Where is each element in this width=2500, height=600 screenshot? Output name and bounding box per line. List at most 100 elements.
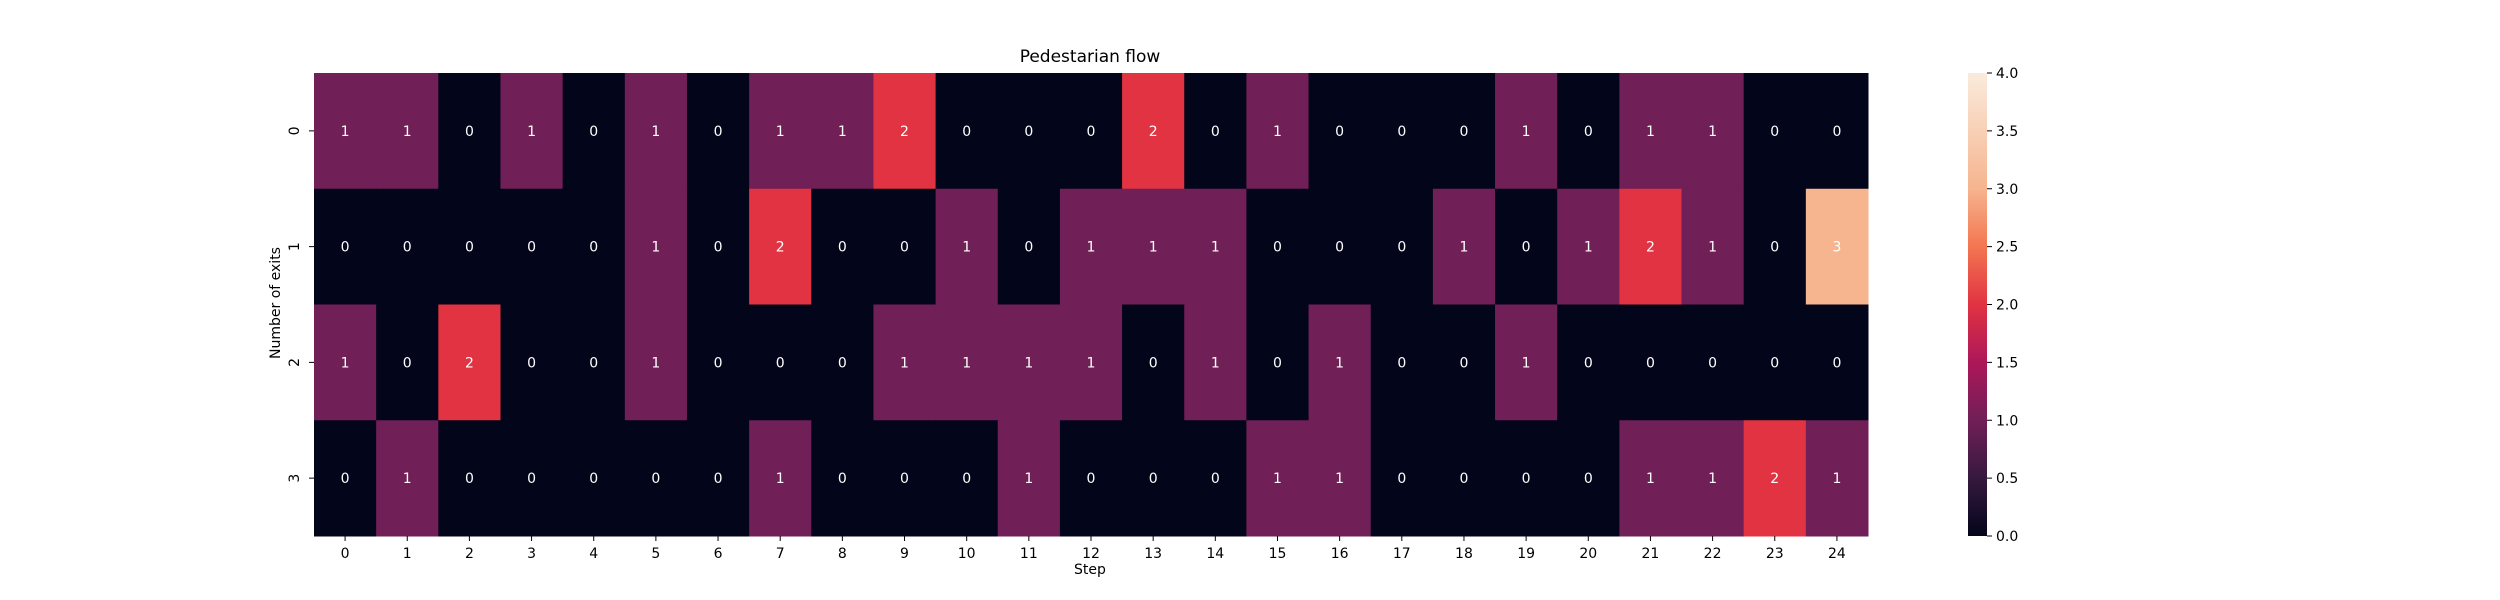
heatmap-cell xyxy=(1743,73,1807,190)
heatmap-cell xyxy=(686,188,750,305)
heatmap-cell xyxy=(1743,420,1807,537)
cell-value-label: 1 xyxy=(1646,471,1655,487)
heatmap-cell xyxy=(500,73,564,190)
colorbar-tick-label: 1.0 xyxy=(1996,413,2018,429)
heatmap-cell xyxy=(1805,73,1869,190)
heatmap-cell xyxy=(1619,420,1683,537)
heatmap-cell xyxy=(1743,188,1807,305)
cell-value-label: 0 xyxy=(838,355,847,371)
x-tick-label: 7 xyxy=(776,546,785,562)
cell-value-label: 1 xyxy=(1832,471,1841,487)
cell-value-label: 0 xyxy=(465,124,474,140)
heatmap-cell xyxy=(997,304,1061,421)
cell-value-label: 1 xyxy=(1708,471,1717,487)
cell-value-label: 0 xyxy=(403,240,412,256)
heatmap-cell xyxy=(376,420,439,537)
heatmap-cell xyxy=(1059,188,1123,305)
heatmap-cell xyxy=(1805,188,1869,305)
x-axis: 0 1 2 3 4 5 6 7 8 9 10 11 12 13 14 15 16 17 18 19 20 21 22 23 24 xyxy=(341,536,1846,562)
heatmap-cell xyxy=(1495,73,1558,190)
cell-value-label: 0 xyxy=(1708,355,1717,371)
heatmap-cell xyxy=(624,304,688,421)
cell-value-label: 0 xyxy=(714,471,723,487)
cell-value-label: 1 xyxy=(1708,240,1717,256)
heatmap-cell xyxy=(1059,420,1123,537)
heatmap-cell xyxy=(1308,304,1372,421)
heatmap-cell xyxy=(500,420,564,537)
heatmap-cell xyxy=(873,304,937,421)
y-tick-label: 1 xyxy=(287,242,303,251)
heatmap-cell xyxy=(1308,73,1372,190)
x-tick-label: 14 xyxy=(1206,546,1224,562)
heatmap-cell xyxy=(1122,188,1185,305)
heatmap-cell xyxy=(811,188,874,305)
cell-value-label: 1 xyxy=(1522,355,1531,371)
heatmap-cell xyxy=(686,304,750,421)
cell-value-label: 0 xyxy=(1087,124,1096,140)
heatmap-cell xyxy=(935,188,999,305)
heatmap-cell xyxy=(624,188,688,305)
heatmap-cell xyxy=(1432,73,1496,190)
heatmap-cell xyxy=(1308,188,1372,305)
cell-value-label: 0 xyxy=(1335,124,1344,140)
x-tick-label: 20 xyxy=(1579,546,1597,562)
cell-value-label: 0 xyxy=(527,471,536,487)
cell-value-label: 0 xyxy=(465,240,474,256)
x-tick-label: 16 xyxy=(1331,546,1349,562)
cell-value-label: 0 xyxy=(589,240,598,256)
cell-value-label: 2 xyxy=(776,240,785,256)
cell-value-label: 1 xyxy=(403,471,412,487)
cell-value-label: 0 xyxy=(1584,471,1593,487)
cell-value-label: 0 xyxy=(1584,355,1593,371)
heatmap-cell xyxy=(1122,420,1185,537)
cell-value-label: 0 xyxy=(589,355,598,371)
heatmap-cell xyxy=(438,420,501,537)
cell-value-label: 0 xyxy=(1149,355,1158,371)
x-tick-label: 3 xyxy=(527,546,536,562)
cell-value-label: 0 xyxy=(1459,124,1468,140)
heatmap-cell xyxy=(1122,304,1185,421)
x-tick-label: 5 xyxy=(651,546,660,562)
cell-value-label: 0 xyxy=(962,471,971,487)
cell-value-label: 0 xyxy=(1149,471,1158,487)
colorbar-tick-label: 4.0 xyxy=(1996,66,2018,82)
cell-value-label: 1 xyxy=(1273,471,1282,487)
cell-value-label: 0 xyxy=(527,240,536,256)
x-tick-label: 13 xyxy=(1144,546,1162,562)
heatmap-cell xyxy=(562,188,626,305)
cell-value-label: 0 xyxy=(1273,355,1282,371)
cell-value-label: 0 xyxy=(589,124,598,140)
cell-value-label: 1 xyxy=(1708,124,1717,140)
cell-value-label: 0 xyxy=(1584,124,1593,140)
x-tick-label: 12 xyxy=(1082,546,1100,562)
heatmap-cell xyxy=(686,73,750,190)
cell-value-label: 1 xyxy=(776,124,785,140)
x-tick-label: 19 xyxy=(1517,546,1535,562)
cell-value-label: 1 xyxy=(1024,355,1033,371)
cell-value-label: 0 xyxy=(1211,124,1220,140)
heatmap-cell xyxy=(1246,304,1310,421)
cell-value-label: 0 xyxy=(651,471,660,487)
cell-value-label: 2 xyxy=(465,355,474,371)
y-tick-label: 3 xyxy=(287,474,303,483)
cell-value-label: 0 xyxy=(403,355,412,371)
heatmap-cell xyxy=(811,420,874,537)
cell-value-label: 1 xyxy=(341,124,350,140)
heatmap-cell xyxy=(1184,304,1247,421)
colorbar-tick-label: 3.5 xyxy=(1996,124,2018,140)
heatmap-cell xyxy=(314,188,377,305)
x-tick-label: 8 xyxy=(838,546,847,562)
heatmap-cell xyxy=(1184,73,1247,190)
cell-value-label: 2 xyxy=(1646,240,1655,256)
heatmap-cell xyxy=(624,73,688,190)
colorbar-tick-label: 0.0 xyxy=(1996,529,2018,545)
x-tick-label: 2 xyxy=(465,546,474,562)
cell-value-label: 3 xyxy=(1832,240,1841,256)
heatmap-cell xyxy=(1308,420,1372,537)
colorbar xyxy=(1968,73,1987,536)
heatmap-cell xyxy=(1495,304,1558,421)
heatmap-cell xyxy=(562,73,626,190)
heatmap-cell xyxy=(997,420,1061,537)
y-tick-label: 0 xyxy=(287,126,303,135)
colorbar-tick-label: 2.0 xyxy=(1996,298,2018,314)
